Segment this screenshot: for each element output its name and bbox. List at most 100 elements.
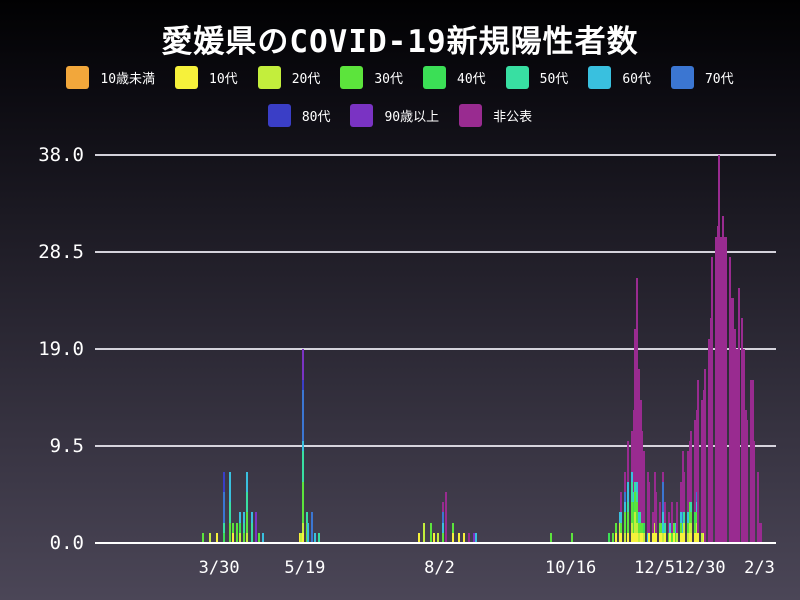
bar-segment-day335-t10	[679, 532, 682, 543]
bar-segment-day341-np	[690, 430, 693, 503]
bar-segment-day214-np	[468, 532, 471, 543]
bar-segment-day301-np	[620, 491, 623, 513]
bar-segment-day87-t60	[246, 471, 249, 492]
bar-segment-day312-t30	[639, 522, 642, 533]
bar-segment-day119-t10	[302, 532, 305, 543]
bar-segment-day311-np	[637, 369, 640, 513]
bar-segment-day211-t10	[462, 532, 465, 543]
bar-segment-day303-t70	[623, 491, 626, 503]
bar-segment-day62-t30	[202, 532, 205, 543]
bar-segment-day341-t50	[690, 502, 693, 513]
bar-segment-day192-t30	[429, 522, 432, 543]
legend-label: 10歳未満	[100, 72, 156, 87]
bar-segment-day347-np	[700, 400, 703, 533]
legend-label: 30代	[374, 72, 403, 87]
y-tick-label-38.0: 38.0	[38, 144, 84, 166]
bar-segment-day325-t20	[662, 532, 665, 543]
bar-segment-day339-t20	[686, 532, 689, 543]
bar-segment-day312-np	[639, 400, 642, 513]
bar-segment-day85-t30	[242, 532, 245, 543]
bar-segment-day367-np	[735, 349, 738, 543]
bar-segment-day312-t10	[639, 532, 642, 543]
bar-segment-day381-np	[760, 522, 763, 543]
bar-segment-day83-t20	[239, 532, 242, 543]
bar-segment-day321-t10	[655, 532, 658, 543]
bar-segment-day205-t10	[452, 532, 455, 543]
bar-segment-day303-t60	[623, 502, 626, 513]
bar-segment-day365-np	[732, 297, 735, 543]
bar-segment-day124-t70	[310, 512, 313, 543]
legend-label: 60代	[622, 72, 651, 87]
bar-segment-day74-t70	[223, 491, 226, 523]
bar-segment-day321-np	[655, 491, 658, 533]
bar-segment-day201-np	[445, 491, 448, 543]
bar-segment-day340-np	[688, 440, 691, 503]
x-tick-label-5-19: 5/19	[284, 558, 326, 578]
bar-segment-day353-np	[711, 257, 714, 543]
bar-segment-day320-t20	[653, 522, 656, 533]
bar-segment-day311-t20	[637, 532, 640, 543]
bar-segment-day352-np	[709, 318, 712, 543]
bar-segment-day300-t20	[618, 522, 621, 533]
bar-segment-day79-t30	[232, 522, 235, 533]
bar-segment-day348-t10	[702, 532, 705, 543]
bar-segment-day376-np	[751, 379, 754, 543]
bar-segment-day85-t50	[242, 522, 245, 533]
y-tick-label-0.0: 0.0	[49, 532, 84, 554]
gridline-19.0	[95, 348, 776, 350]
bar-segment-day343-t10	[693, 532, 696, 543]
bar-segment-day119-t50	[302, 451, 305, 482]
bar-segment-day363-np	[728, 257, 731, 543]
x-tick-label-12-30: 12/30	[674, 558, 726, 578]
bar-segment-day368-np	[737, 287, 740, 543]
bar-segment-day344-np	[695, 410, 698, 492]
x-tick-label-10-16: 10/16	[545, 558, 597, 578]
bar-segment-day370-np	[741, 318, 744, 543]
bar-segment-day90-t60	[251, 512, 254, 523]
bar-segment-day308-t60	[632, 491, 635, 503]
bar-segment-day328-np	[667, 512, 670, 533]
bar-segment-day298-t30	[615, 522, 618, 533]
bar-segment-day119-o90	[302, 349, 305, 380]
bar-segment-day319-t10	[651, 532, 654, 543]
bar-segment-day330-t30	[671, 532, 674, 543]
bar-segment-day339-t60	[686, 512, 689, 523]
bar-segment-day343-np	[693, 420, 696, 513]
x-tick-label-2-3: 2/3	[744, 558, 775, 578]
legend-label: 90歳以上	[384, 110, 440, 125]
bar-segment-day344-t70	[695, 491, 698, 503]
bar-segment-day119-t80	[302, 379, 305, 390]
legend-item-t80: 80代	[267, 104, 330, 127]
bar-segment-day79-t10	[232, 532, 235, 543]
bar-segment-day324-t30	[660, 522, 663, 533]
bar-segment-day296-t30	[611, 532, 614, 543]
bar-segment-day92-o90	[254, 512, 257, 543]
legend-swatch-t50	[505, 66, 529, 89]
bar-segment-day300-t10	[618, 532, 621, 543]
bar-segment-day310-t50	[636, 491, 639, 503]
bar-segment-day373-np	[746, 420, 749, 543]
bar-segment-day316-t60	[646, 532, 649, 543]
bar-segment-day336-np	[681, 451, 684, 513]
bar-segment-day121-t50	[305, 512, 308, 523]
y-tick-label-19.0: 19.0	[38, 338, 84, 360]
bar-segment-day85-t60	[242, 512, 245, 523]
legend-item-u10: 10歳未満	[66, 66, 155, 89]
bar-segment-day329-t10	[669, 532, 672, 543]
bar-segment-day308-t30	[632, 512, 635, 533]
bar-segment-day94-t30	[258, 532, 261, 543]
legend-item-np: 非公表	[459, 104, 532, 127]
bar-segment-day119-t20	[302, 522, 305, 533]
bar-segment-day323-t10	[658, 532, 661, 543]
bar-segment-day323-np	[658, 502, 661, 523]
legend-item-t70: 70代	[670, 66, 734, 89]
bar-segment-day364-np	[730, 297, 733, 543]
bar-segment-day303-np	[623, 471, 626, 492]
legend-item-t40: 40代	[423, 66, 486, 89]
bar-segment-day119-t30	[302, 481, 305, 523]
bar-segment-day307-np	[630, 430, 633, 472]
legend-swatch-t80	[267, 104, 291, 127]
legend-label: 非公表	[493, 110, 533, 125]
legend-item-t30: 30代	[340, 66, 403, 89]
